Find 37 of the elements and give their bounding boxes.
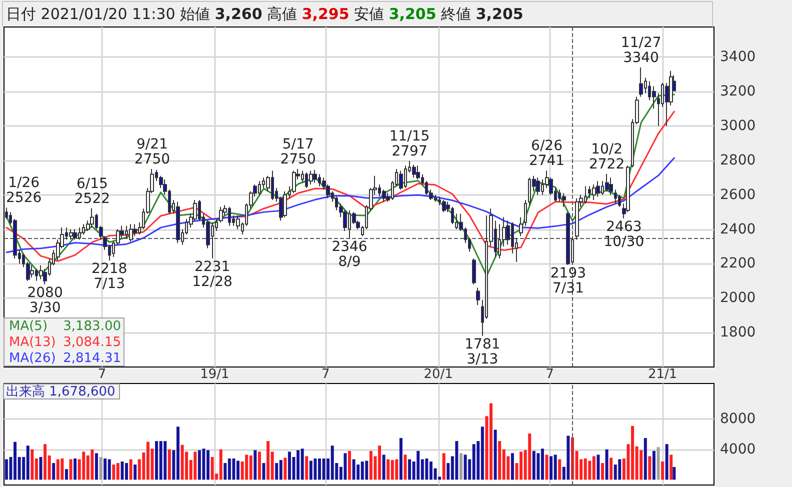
text: MA(5) 3,183.00 [9, 319, 121, 334]
chart-title: 日付 2021/01/20 11:30 始値 3,260 高値 3,295 安値 3,205 終値 3,205 [6, 5, 524, 23]
y-tick-label: 4000 [720, 441, 756, 458]
annotation: 1/26 2526 [6, 175, 42, 206]
annotation: 5/17 2750 [280, 136, 316, 168]
annotation: 6/26 2741 [528, 138, 565, 170]
x-tick-label: 19/1 [200, 367, 230, 382]
x-tick-label: 7 [546, 367, 554, 382]
annotation: 11/15 2797 [389, 128, 430, 160]
y-tick-label: 8000 [720, 411, 756, 428]
y-tick-label: 2600 [720, 186, 756, 203]
y-tick-label: 2400 [720, 221, 756, 238]
y-tick-label: 2800 [720, 152, 756, 168]
annotation: 1781 3/13 [464, 336, 500, 368]
y-tick-label: 3200 [720, 84, 756, 100]
x-tick-label: 21/1 [648, 367, 678, 382]
x-tick-label: 7 [98, 367, 106, 382]
y-tick-label: 3000 [720, 118, 756, 134]
y-tick-label: 2200 [720, 256, 756, 272]
annotation: 6/15 2522 [74, 176, 110, 207]
y-tick-label: 1800 [720, 324, 756, 341]
annotation: 10/2 2722 [588, 141, 625, 172]
annotation: 2346 8/9 [332, 239, 368, 270]
x-tick-label: 7 [321, 367, 330, 382]
text: MA(26) 2,814.31 [9, 351, 121, 366]
annotation: 2080 3/30 [27, 284, 63, 316]
y-tick-label: 2000 [720, 290, 756, 306]
annotation: 11/27 3340 [620, 34, 662, 66]
text: MA(13) 3,084.15 [9, 335, 121, 350]
annotation: 9/21 2750 [134, 136, 170, 168]
chart-title: 出来高 1,678,600 [6, 384, 116, 400]
annotation: 2463 10/30 [604, 218, 644, 250]
annotation: 2218 7/13 [92, 261, 128, 292]
x-tick-label: 20/1 [424, 367, 453, 382]
annotation: 2231 12/28 [192, 258, 232, 290]
annotation: 2193 7/31 [550, 265, 586, 296]
y-tick-label: 3400 [720, 49, 756, 66]
